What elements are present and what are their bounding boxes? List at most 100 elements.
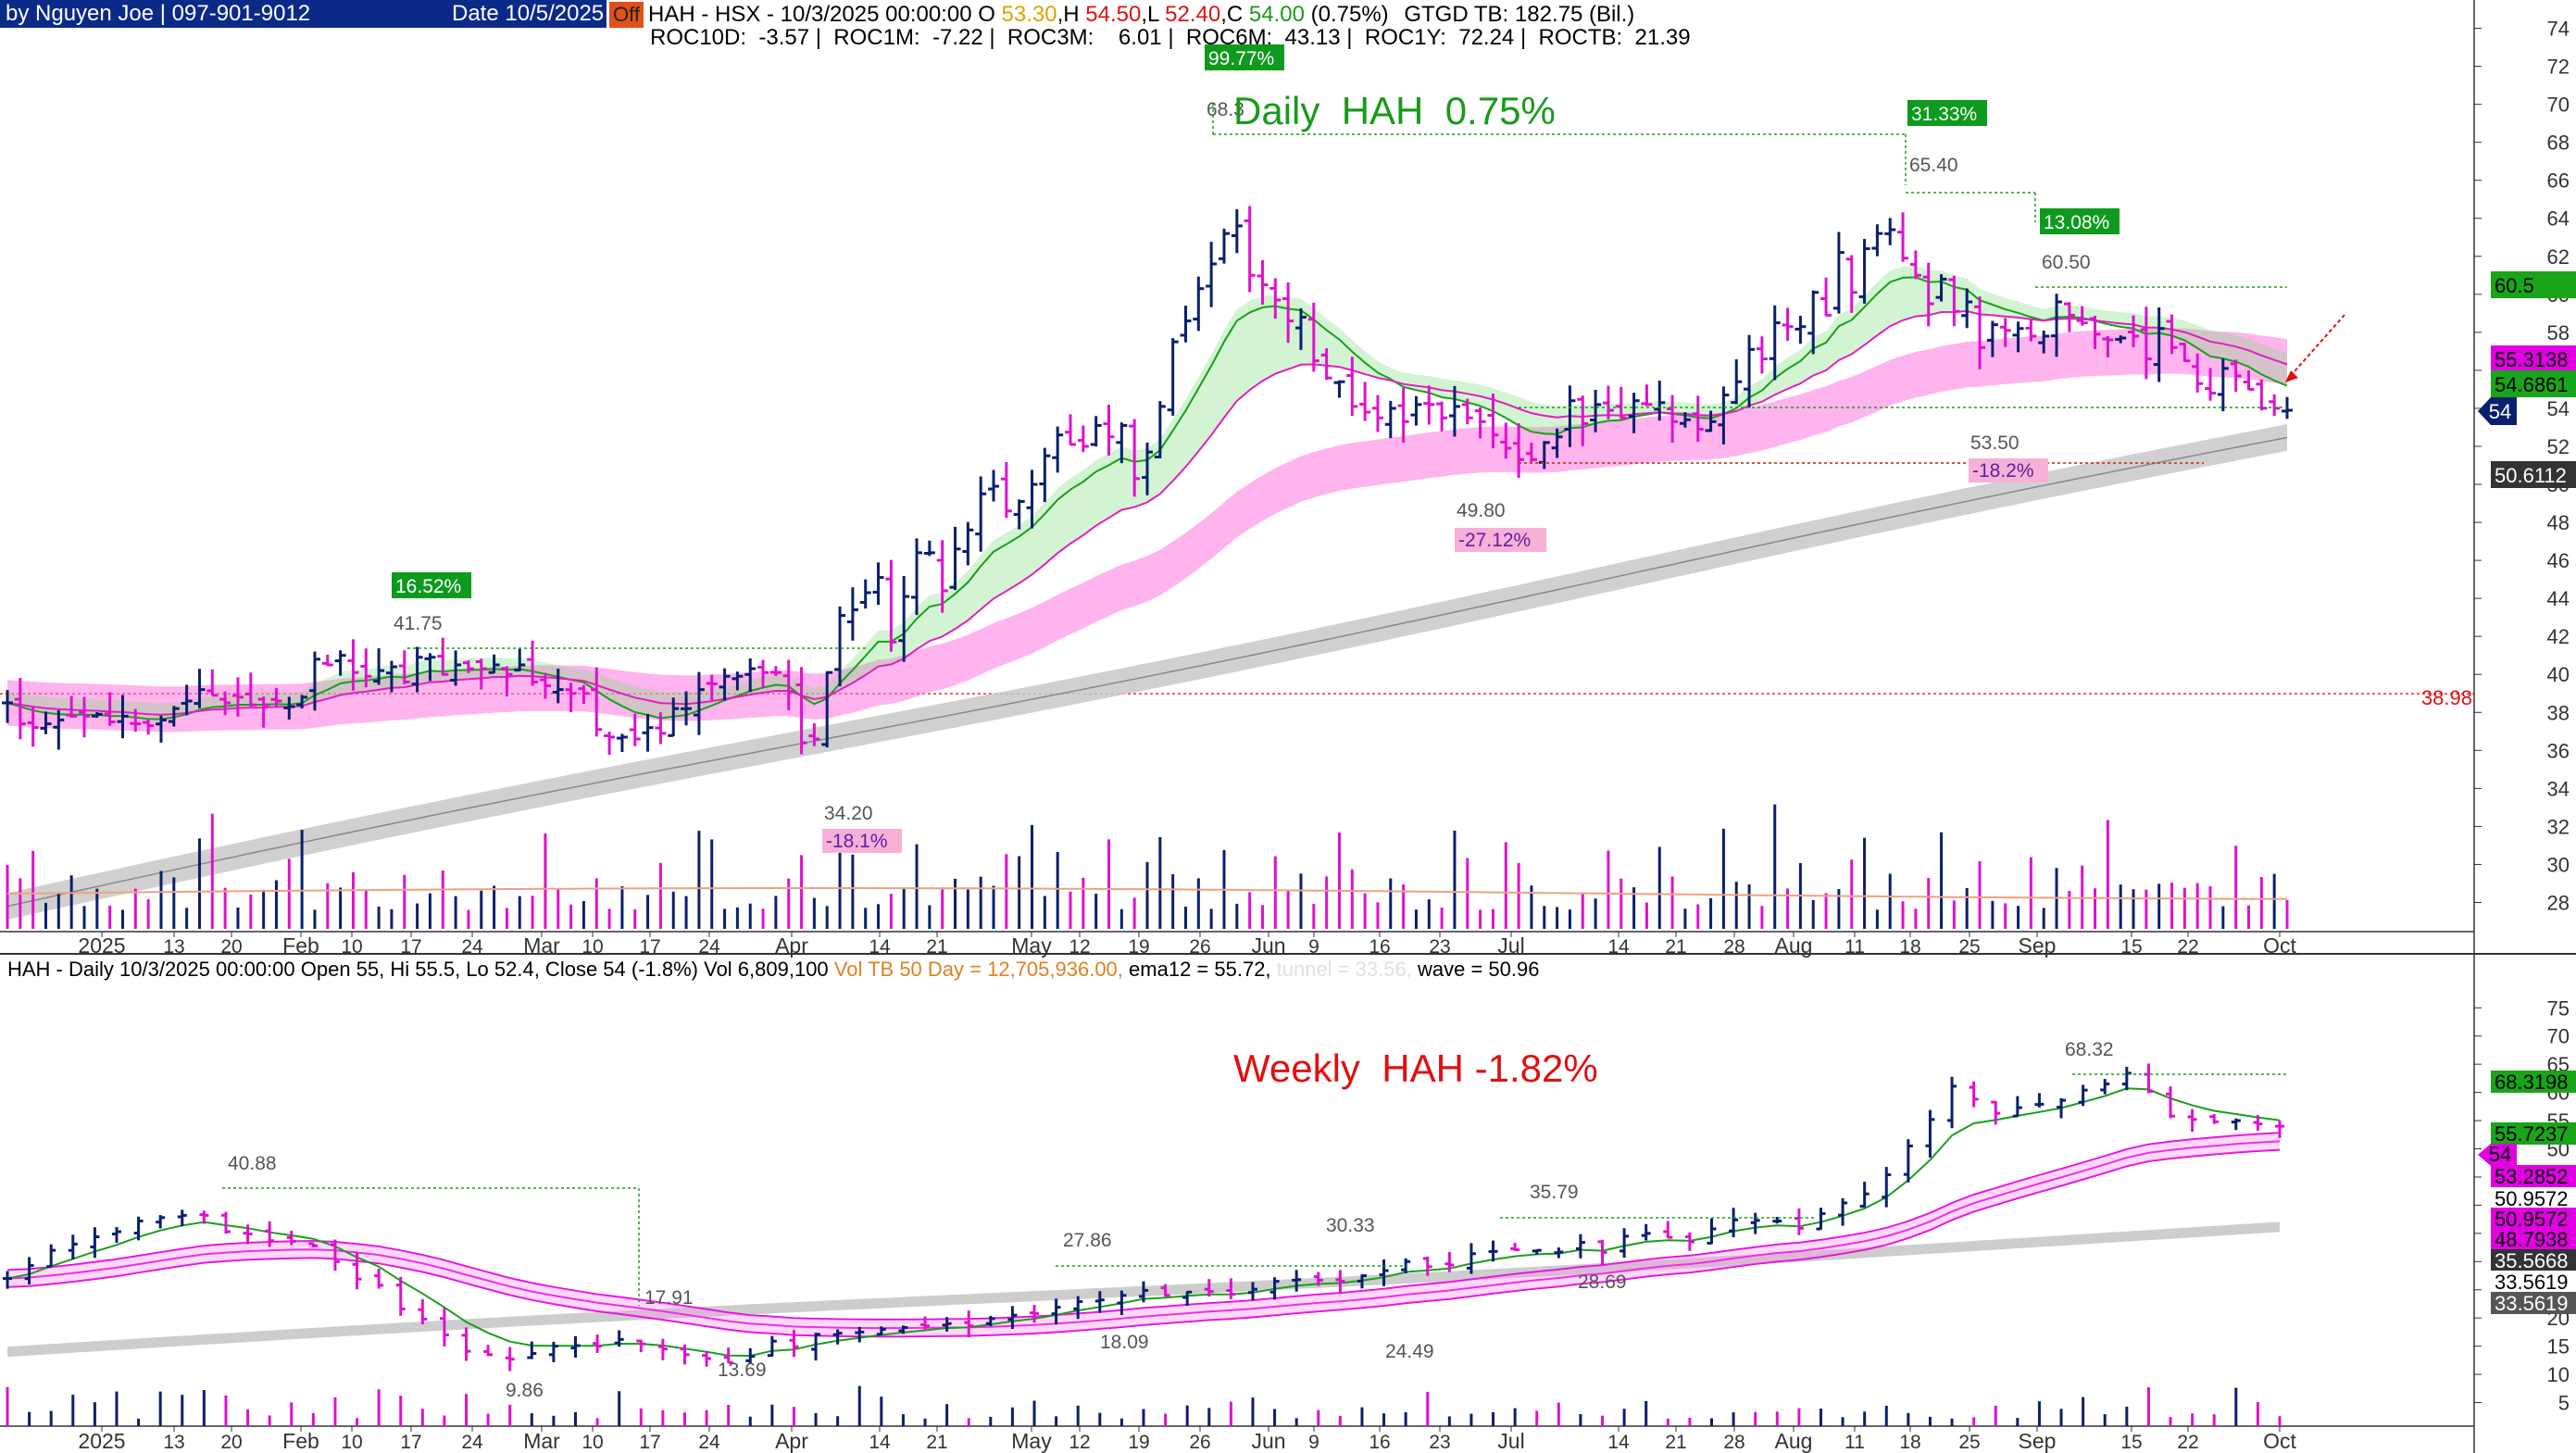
- weekly-x-tick-label: 10: [581, 1432, 603, 1453]
- weekly-x-tick-label: Sep: [2019, 1429, 2057, 1453]
- daily-x-tick-label: 17: [639, 936, 660, 958]
- daily-x-tick-label: 21: [1665, 936, 1686, 958]
- daily-x-tick-label: 26: [1189, 936, 1210, 958]
- weekly-x-tick-label: 17: [400, 1432, 421, 1453]
- weekly-x-tick-label: Feb: [282, 1429, 319, 1453]
- daily-annotation-text: 34.20: [824, 803, 873, 824]
- weekly-x-tick-label: 25: [1958, 1432, 1980, 1453]
- weekly-price-badge: [2491, 1165, 2576, 1187]
- weekly-x-tick-label: Mar: [523, 1429, 560, 1453]
- daily-ema-mid-line: [6, 309, 2288, 716]
- daily-y-tick-label: 30: [2547, 853, 2570, 876]
- daily-y-tick-label: 44: [2547, 587, 2570, 610]
- daily-x-tick-label: 13: [163, 936, 184, 958]
- daily-annotation-text: 31.33%: [1911, 104, 1977, 125]
- daily-x-tick-label: 18: [1899, 936, 1920, 958]
- close-value: 54.00: [1248, 2, 1305, 27]
- daily-annotation-badge: [2040, 208, 2120, 234]
- weekly-x-tick-label: Jun: [1251, 1429, 1285, 1453]
- daily-annotation-text: 60.50: [2042, 252, 2091, 273]
- daily-y-tick-label: 62: [2547, 245, 2570, 269]
- weekly-x-tick-label: 11: [1844, 1432, 1865, 1453]
- weekly-x-tick-label: 23: [1429, 1432, 1450, 1453]
- daily-annotation-badge: [1907, 100, 1987, 126]
- weekly-price-badge-text: 48.7938: [2495, 1228, 2569, 1251]
- daily-annotation-text: 53.50: [1970, 432, 2020, 454]
- daily-annotation-text: 65.40: [1909, 155, 1958, 176]
- weekly-x-tick-label: 14: [869, 1432, 891, 1453]
- weekly-annotation-text: 68.32: [2065, 1039, 2114, 1060]
- open-value: 53.30: [1001, 2, 1057, 27]
- weekly-annotation-text: 40.88: [228, 1153, 277, 1174]
- weekly-annotation-text: 24.49: [1385, 1341, 1434, 1362]
- weekly-x-tick-label: 19: [1128, 1432, 1149, 1453]
- weekly-x-tick-label: 28: [1723, 1432, 1744, 1453]
- weekly-tunnel-upper: [6, 1132, 2281, 1321]
- daily-x-tick-label: 10: [341, 936, 362, 958]
- daily-x-tick-label: 14: [1607, 936, 1630, 958]
- weekly-x-tick-label: 21: [1665, 1432, 1686, 1453]
- weekly-annotation-text: 17.91: [644, 1287, 694, 1309]
- daily-price-badge: [2478, 397, 2517, 425]
- weekly-y-tick-label: 5: [2558, 1392, 2570, 1415]
- weekly-y-tick-label: 70: [2547, 1025, 2570, 1048]
- weekly-price-badge: [2491, 1292, 2576, 1314]
- weekly-price-badge: [2491, 1228, 2576, 1250]
- daily-x-tick-label: 23: [1429, 936, 1450, 958]
- daily-chart-title: Daily HAH 0.75%: [1233, 89, 1556, 132]
- daily-x-tick-label: Apr: [775, 933, 808, 958]
- daily-y-tick-label: 52: [2547, 435, 2570, 458]
- daily-y-tick-label: 66: [2547, 169, 2570, 193]
- daily-red-arrow-head: [2285, 370, 2298, 382]
- daily-annotation-badge: [1969, 458, 2048, 482]
- weekly-price-badge: [2491, 1122, 2576, 1145]
- daily-x-tick-label: Feb: [282, 933, 319, 958]
- daily-volume-avg-line: [6, 887, 2287, 900]
- weekly-price-badge-text: 54: [2489, 1143, 2511, 1166]
- daily-y-tick-label: 54: [2547, 397, 2570, 420]
- weekly-x-tick-label: 14: [1607, 1432, 1630, 1453]
- daily-x-tick-label: 22: [2177, 936, 2198, 958]
- daily-annotation-text: 49.80: [1457, 500, 1506, 521]
- daily-ema-pink-band: [7, 328, 2287, 733]
- daily-x-tick-label: 16: [1369, 936, 1390, 958]
- low-value: 52.40: [1165, 2, 1221, 27]
- daily-price-badge-text: 54: [2489, 400, 2511, 423]
- weekly-x-tick-label: 2025: [78, 1429, 125, 1453]
- daily-annotation-badge: [1205, 44, 1284, 70]
- high-value: 54.50: [1085, 2, 1142, 27]
- vol-tb-50: Vol TB 50 Day = 12,705,936.00,: [833, 958, 1123, 981]
- daily-x-tick-label: 2025: [78, 933, 125, 958]
- weekly-x-tick-label: 21: [926, 1432, 947, 1453]
- ohlc-prefix: HAH - HSX - 10/3/2025 00:00:00 O: [648, 2, 995, 27]
- daily-price-badge-text: 60.5: [2495, 274, 2534, 297]
- weekly-annotation-text: 18.09: [1100, 1332, 1149, 1353]
- weekly-x-tick-label: 26: [1189, 1432, 1210, 1453]
- weekly-y-tick-label: 15: [2547, 1335, 2570, 1359]
- weekly-x-tick-label: 16: [1369, 1432, 1390, 1453]
- daily-x-tick-label: 12: [1069, 936, 1090, 958]
- daily-x-tick-label: 24: [698, 936, 720, 958]
- daily-x-tick-label: 9: [1308, 936, 1319, 958]
- weekly-x-tick-label: 9: [1308, 1432, 1319, 1453]
- weekly-price-badge: [2491, 1271, 2576, 1293]
- off-badge[interactable]: Off: [609, 2, 644, 28]
- weekly-price-badge-text: 50.9572: [2495, 1208, 2569, 1231]
- weekly-annotation-text: 35.79: [1530, 1182, 1579, 1203]
- weekly-x-tick-label: 22: [2177, 1432, 2198, 1453]
- daily-y-tick-label: 58: [2547, 321, 2570, 344]
- daily-price-badge: [2491, 370, 2576, 397]
- daily-price-badge: [2491, 271, 2576, 298]
- daily-annotation-text: 16.52%: [395, 576, 461, 597]
- close-label: ,C: [1220, 2, 1244, 27]
- weekly-x-tick-label: 17: [639, 1432, 660, 1453]
- ema12-value: ema12 = 55.72,: [1129, 958, 1271, 981]
- weekly-price-badge-text: 53.2852: [2495, 1165, 2569, 1188]
- ohlc-line: HAH - HSX - 10/3/2025 00:00:00 O 53.30,H…: [648, 2, 1634, 28]
- weekly-price-badge-text: 33.5619: [2495, 1271, 2569, 1294]
- weekly-x-tick-label: 10: [341, 1432, 362, 1453]
- change-value: (0.75%): [1310, 2, 1389, 27]
- weekly-price-badge: [2491, 1187, 2576, 1209]
